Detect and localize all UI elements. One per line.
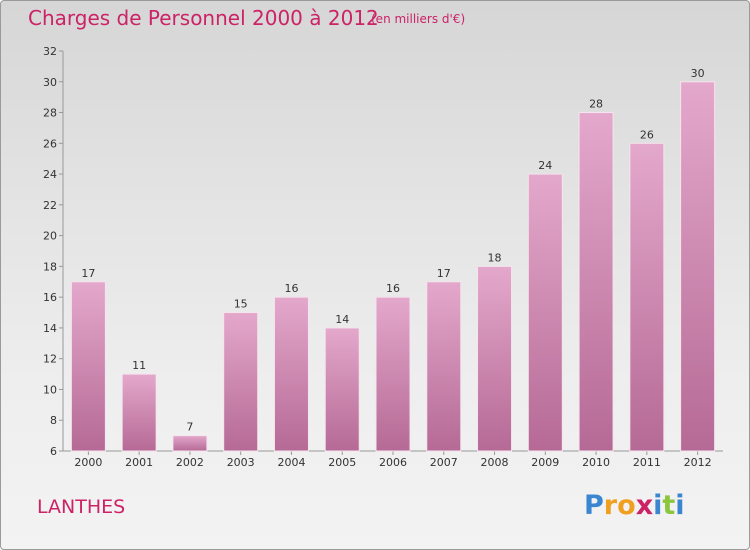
logo-letter: i: [653, 490, 663, 521]
bar: [527, 173, 563, 452]
y-tick-label: 18: [43, 260, 57, 273]
bar: [629, 142, 665, 452]
x-tick-label: 2004: [277, 456, 305, 469]
y-tick-label: 16: [43, 291, 57, 304]
chart-subtitle: (en milliers d'€): [371, 12, 466, 26]
bar-value-label: 24: [538, 159, 552, 172]
x-tick-label: 2007: [430, 456, 458, 469]
logo-letter: P: [584, 490, 604, 521]
bar: [70, 281, 106, 452]
bar: [578, 112, 614, 452]
y-tick-label: 22: [43, 199, 57, 212]
x-tick-label: 2002: [176, 456, 204, 469]
x-tick-label: 2003: [227, 456, 255, 469]
proxiti-logo: Proxiti: [584, 490, 685, 521]
y-tick-label: 28: [43, 107, 57, 120]
y-tick-label: 14: [43, 322, 57, 335]
bar-value-label: 15: [234, 298, 248, 311]
bar: [375, 296, 411, 452]
commune-name: LANTHES: [37, 496, 126, 518]
y-tick-label: 32: [43, 45, 57, 58]
bar: [324, 327, 360, 452]
bar-value-label: 17: [437, 267, 451, 280]
y-tick-label: 20: [43, 230, 57, 243]
chart-title: Charges de Personnel 2000 à 2012: [28, 6, 379, 30]
y-tick-label: 24: [43, 168, 57, 181]
y-tick-label: 8: [50, 414, 57, 427]
x-tick-label: 2006: [379, 456, 407, 469]
x-tick-label: 2001: [125, 456, 153, 469]
y-tick-label: 6: [50, 445, 57, 458]
y-tick-label: 12: [43, 353, 57, 366]
x-tick-label: 2011: [633, 456, 661, 469]
logo-letter: t: [662, 490, 676, 521]
bar-value-label: 14: [335, 313, 349, 326]
y-tick-label: 30: [43, 76, 57, 89]
bar-value-label: 16: [284, 282, 298, 295]
x-tick-label: 2009: [531, 456, 559, 469]
logo-letter: i: [675, 490, 685, 521]
bar-value-label: 16: [386, 282, 400, 295]
y-tick-label: 26: [43, 137, 57, 150]
bar-value-label: 11: [132, 359, 146, 372]
bar: [172, 435, 208, 452]
x-tick-label: 2012: [684, 456, 712, 469]
x-tick-label: 2000: [74, 456, 102, 469]
bar-value-label: 30: [691, 67, 705, 80]
x-tick-label: 2008: [481, 456, 509, 469]
logo-letter: o: [617, 490, 636, 521]
bar: [121, 373, 157, 452]
x-tick-label: 2010: [582, 456, 610, 469]
x-tick-label: 2005: [328, 456, 356, 469]
bar-value-label: 7: [186, 421, 193, 434]
bar-value-label: 17: [81, 267, 95, 280]
bar: [680, 81, 716, 452]
y-tick-label: 10: [43, 383, 57, 396]
logo-letter: x: [635, 490, 654, 521]
bar-value-label: 28: [589, 98, 603, 111]
bar: [273, 296, 309, 452]
bar: [223, 312, 259, 452]
bar-value-label: 26: [640, 128, 654, 141]
bar: [477, 265, 513, 452]
bar-value-label: 18: [488, 251, 502, 264]
logo-letter: r: [603, 490, 618, 521]
bar: [426, 281, 462, 452]
